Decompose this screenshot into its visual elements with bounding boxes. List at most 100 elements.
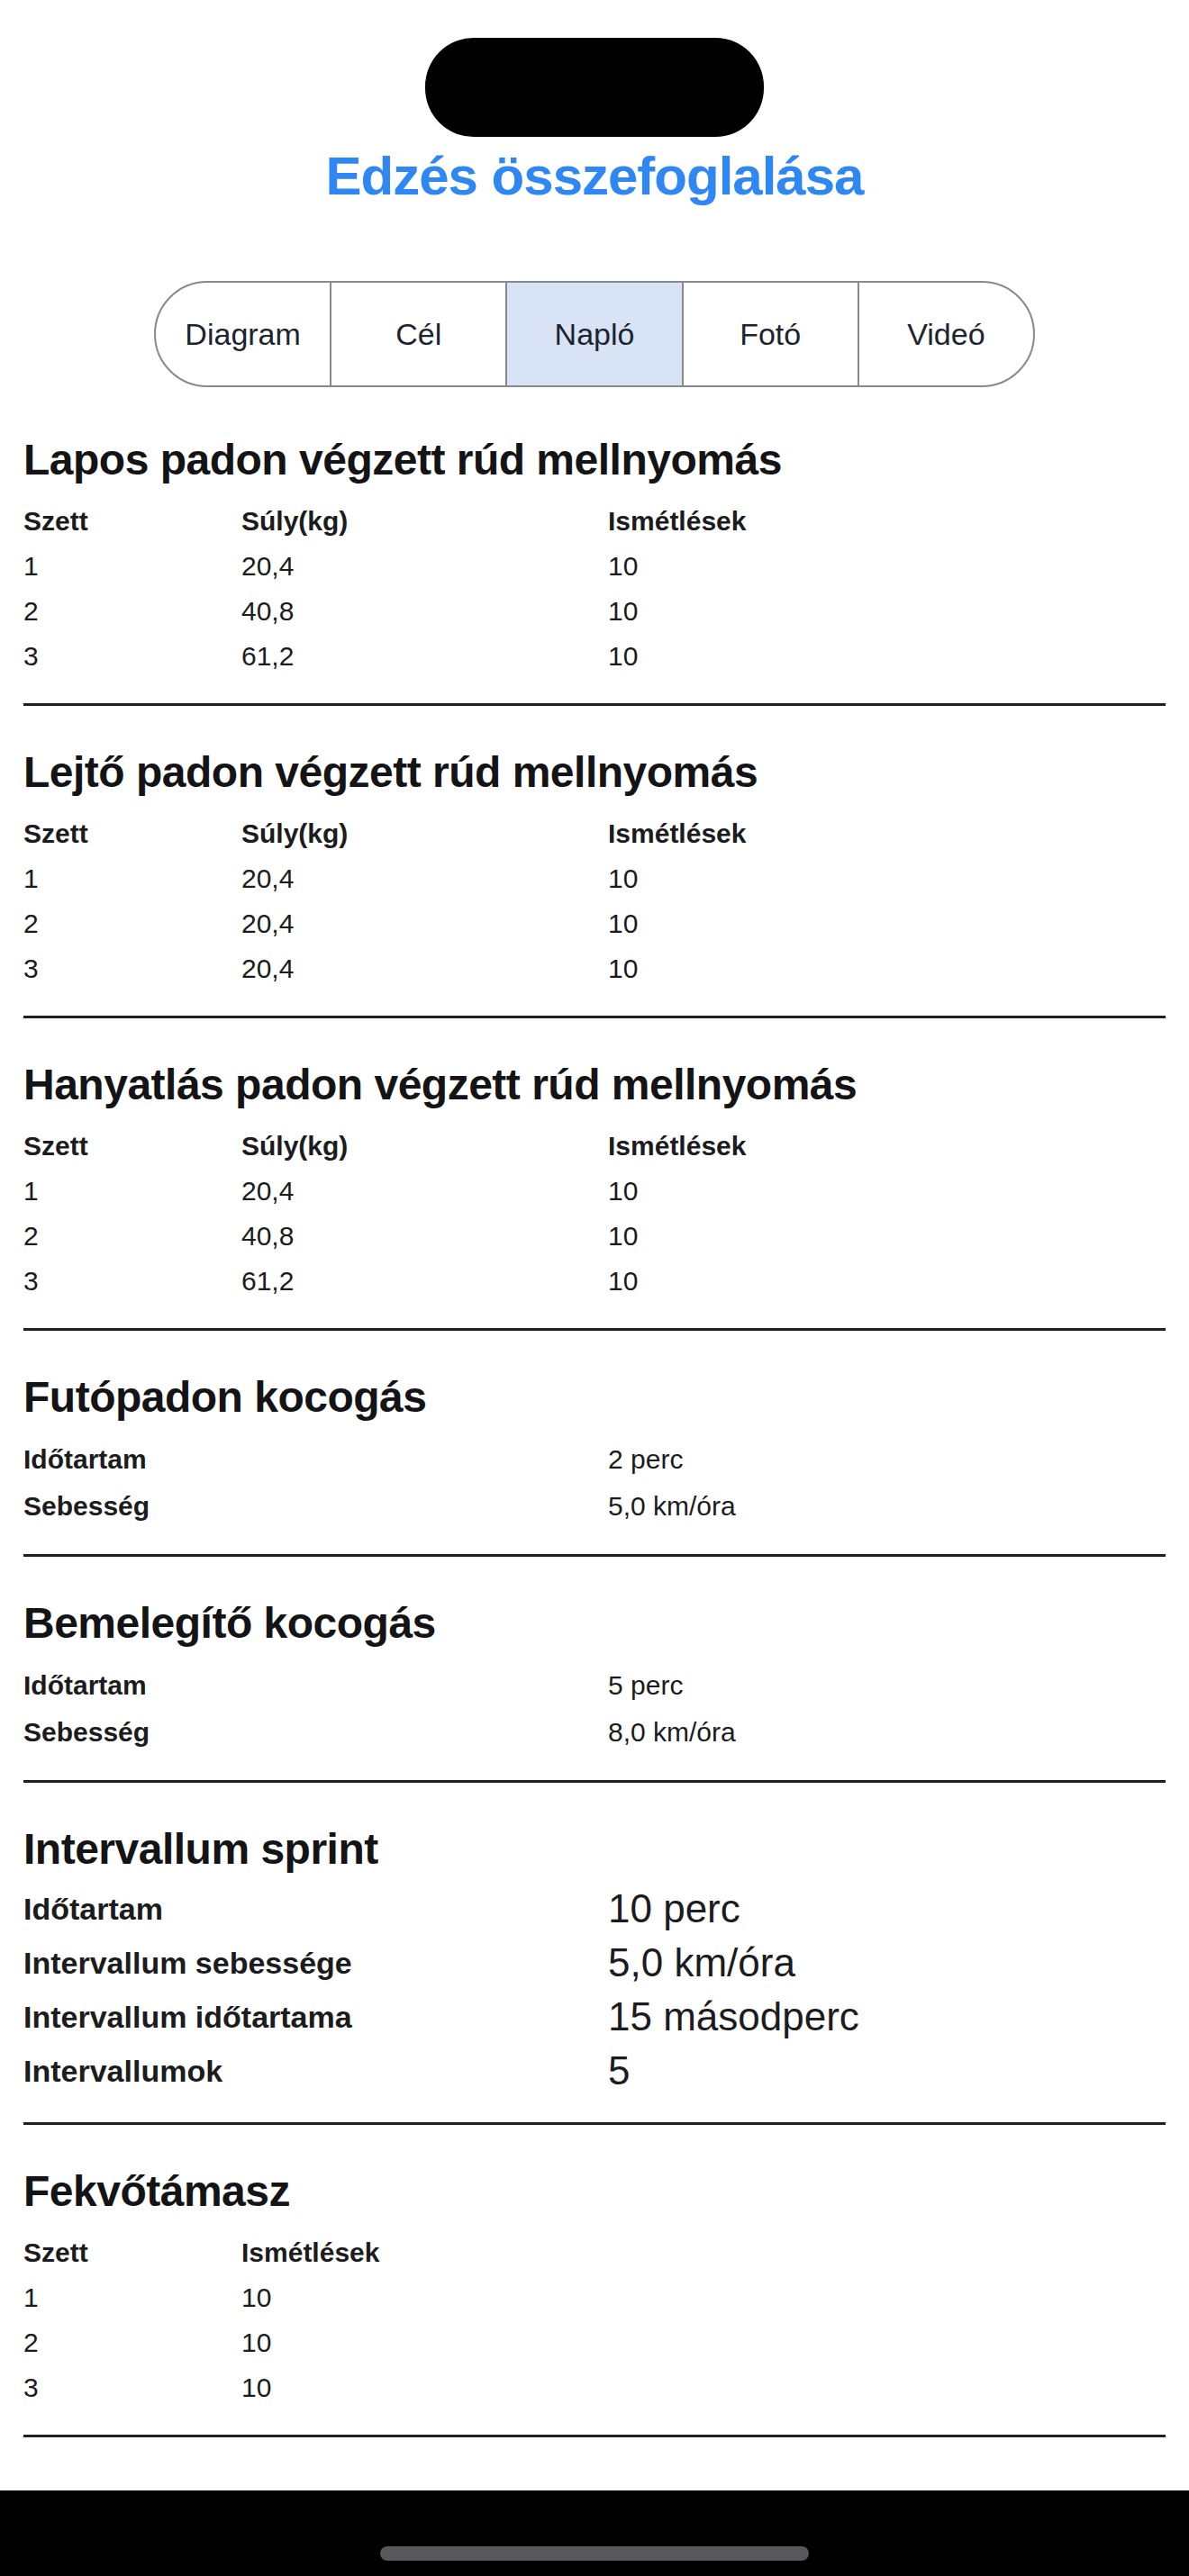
- section-divider: [23, 2122, 1166, 2125]
- page-title: Edzés összefoglalása: [0, 149, 1189, 203]
- column-header: Szett: [23, 1124, 241, 1169]
- detail-value: 5,0 km/óra: [608, 1483, 1166, 1530]
- section-title: Hanyatlás padon végzett rúd mellnyomás: [23, 1060, 1166, 1110]
- column-header: Szett: [23, 499, 241, 544]
- table-cell: 10: [241, 2275, 1166, 2320]
- detail-list: Időtartam2 percSebesség5,0 km/óra: [23, 1436, 1166, 1530]
- column-header: Szett: [23, 2230, 241, 2275]
- section-divider: [23, 1780, 1166, 1783]
- column-header: Ismétlések: [608, 811, 1166, 856]
- bottom-bar: [0, 2490, 1189, 2576]
- detail-list: Időtartam10 percIntervallum sebessége5,0…: [23, 1882, 1166, 2098]
- table-cell: 20,4: [241, 856, 608, 901]
- table-cell: 40,8: [241, 589, 608, 634]
- table-cell: 10: [608, 634, 1166, 679]
- detail-label: Sebesség: [23, 1483, 608, 1530]
- table-cell: 10: [241, 2365, 1166, 2410]
- tab-diagram[interactable]: Diagram: [156, 283, 331, 385]
- table-cell: 10: [608, 544, 1166, 589]
- table-cell: 10: [608, 1169, 1166, 1214]
- detail-label: Sebesség: [23, 1709, 608, 1756]
- home-indicator[interactable]: [380, 2546, 809, 2561]
- table-cell: 1: [23, 2275, 241, 2320]
- app-screen: Edzés összefoglalása DiagramCélNaplóFotó…: [0, 0, 1189, 2576]
- column-header: Szett: [23, 811, 241, 856]
- table-cell: 20,4: [241, 946, 608, 991]
- exercise-table: SzettIsmétlések110210310: [23, 2230, 1166, 2410]
- exercise-section: Fekvőtámasz SzettIsmétlések110210310: [23, 2166, 1166, 2437]
- detail-value: 8,0 km/óra: [608, 1709, 1166, 1756]
- exercise-section: Futópadon kocogás Időtartam2 percSebesség…: [23, 1372, 1166, 1557]
- table-cell: 3: [23, 946, 241, 991]
- section-divider: [23, 1016, 1166, 1018]
- section-divider: [23, 703, 1166, 706]
- exercise-table: SzettSúly(kg)Ismétlések 120,410 240,810 361…: [23, 499, 1166, 679]
- table-cell: 10: [608, 901, 1166, 946]
- detail-label: Intervallum sebessége: [23, 1936, 608, 1990]
- exercise-table: SzettSúly(kg)Ismétlések 120,410 240,810 361…: [23, 1124, 1166, 1304]
- table-cell: 2: [23, 1214, 241, 1259]
- exercise-section: Lejtő padon végzett rúd mellnyomás SzettS…: [23, 747, 1166, 1018]
- column-header: Ismétlések: [608, 1124, 1166, 1169]
- section-title: Fekvőtámasz: [23, 2166, 1166, 2217]
- column-header: Súly(kg): [241, 1124, 608, 1169]
- table-cell: 20,4: [241, 901, 608, 946]
- tab-cel[interactable]: Cél: [331, 283, 507, 385]
- detail-label: Időtartam: [23, 1436, 608, 1483]
- table-cell: 10: [608, 1214, 1166, 1259]
- table-cell: 61,2: [241, 634, 608, 679]
- tab-foto[interactable]: Fotó: [684, 283, 859, 385]
- table-cell: 61,2: [241, 1259, 608, 1304]
- section-divider: [23, 2435, 1166, 2437]
- column-header: Súly(kg): [241, 811, 608, 856]
- exercise-section: Hanyatlás padon végzett rúd mellnyomás Sz…: [23, 1060, 1166, 1331]
- exercise-section: Bemelegítő kocogás Időtartam5 percSebessé…: [23, 1598, 1166, 1783]
- tab-naplo[interactable]: Napló: [507, 283, 683, 385]
- section-title: Intervallum sprint: [23, 1824, 1166, 1875]
- table-cell: 10: [608, 946, 1166, 991]
- detail-label: Időtartam: [23, 1882, 608, 1936]
- table-cell: 10: [608, 589, 1166, 634]
- column-header: Ismétlések: [241, 2230, 1166, 2275]
- table-cell: 1: [23, 1169, 241, 1214]
- table-cell: 2: [23, 2320, 241, 2365]
- table-cell: 20,4: [241, 1169, 608, 1214]
- exercise-table: SzettSúly(kg)Ismétlések 120,410 220,410 320…: [23, 811, 1166, 991]
- detail-value: 5,0 km/óra: [608, 1936, 1166, 1990]
- content: Lapos padon végzett rúd mellnyomásSzettS…: [0, 435, 1189, 2437]
- table-cell: 2: [23, 589, 241, 634]
- section-title: Futópadon kocogás: [23, 1372, 1166, 1423]
- detail-value: 15 másodperc: [608, 1990, 1166, 2044]
- detail-label: Intervallum időtartama: [23, 1990, 608, 2044]
- section-title: Lejtő padon végzett rúd mellnyomás: [23, 747, 1166, 798]
- section-divider: [23, 1554, 1166, 1557]
- detail-value: 10 perc: [608, 1882, 1166, 1936]
- table-cell: 1: [23, 856, 241, 901]
- detail-value: 5 perc: [608, 1662, 1166, 1709]
- exercise-section: Intervallum sprintIdőtartam10 percInterv…: [23, 1824, 1166, 2125]
- tab-video[interactable]: Videó: [859, 283, 1033, 385]
- detail-value: 5: [608, 2044, 1166, 2098]
- exercise-section: Lapos padon végzett rúd mellnyomás SzettS…: [23, 435, 1166, 706]
- table-cell: 3: [23, 634, 241, 679]
- detail-list: Időtartam5 percSebesség8,0 km/óra: [23, 1662, 1166, 1756]
- section-title: Bemelegítő kocogás: [23, 1598, 1166, 1649]
- tab-bar: DiagramCélNaplóFotóVideó: [154, 281, 1035, 387]
- detail-label: Időtartam: [23, 1662, 608, 1709]
- table-cell: 2: [23, 901, 241, 946]
- table-cell: 3: [23, 2365, 241, 2410]
- detail-label: Intervallumok: [23, 2044, 608, 2098]
- table-cell: 10: [608, 856, 1166, 901]
- section-title: Lapos padon végzett rúd mellnyomás: [23, 435, 1166, 485]
- detail-value: 2 perc: [608, 1436, 1166, 1483]
- dynamic-island: [425, 38, 764, 137]
- table-cell: 20,4: [241, 544, 608, 589]
- table-cell: 40,8: [241, 1214, 608, 1259]
- table-cell: 10: [241, 2320, 1166, 2365]
- column-header: Súly(kg): [241, 499, 608, 544]
- section-divider: [23, 1328, 1166, 1331]
- table-cell: 10: [608, 1259, 1166, 1304]
- column-header: Ismétlések: [608, 499, 1166, 544]
- table-cell: 1: [23, 544, 241, 589]
- table-cell: 3: [23, 1259, 241, 1304]
